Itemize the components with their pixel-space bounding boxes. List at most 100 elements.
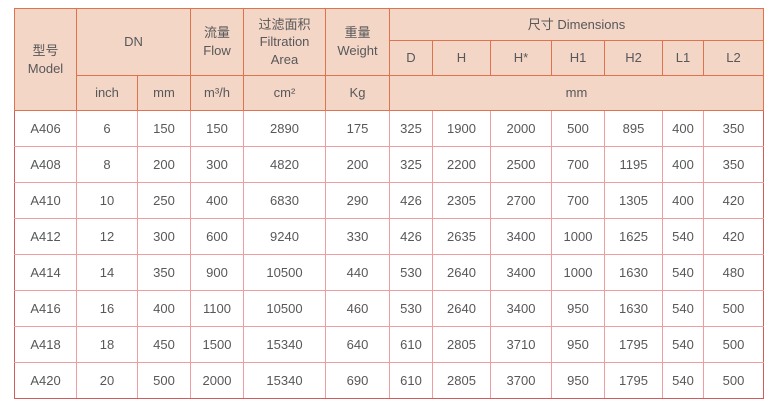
cell-value: 350: [702, 146, 765, 183]
cell-value: 450: [137, 326, 191, 363]
table-row: A414 14 350 900 10500 440 530 2640 3400 1000 1630 5…: [14, 254, 765, 291]
spec-table: 型号 Model DN 流量 Flow 过滤面积 Filtration Area…: [14, 8, 765, 399]
header-dim-h1: H1: [551, 40, 605, 76]
cell-value: 325: [389, 110, 433, 147]
cell-value: 3400: [490, 218, 552, 255]
cell-value: 700: [551, 146, 605, 183]
cell-value: 290: [325, 182, 390, 219]
cell-value: 600: [190, 218, 244, 255]
cell-value: 3710: [490, 326, 552, 363]
cell-value: 12: [76, 218, 138, 255]
table-header: 型号 Model DN 流量 Flow 过滤面积 Filtration Area…: [14, 8, 765, 111]
cell-value: 420: [702, 182, 765, 219]
cell-value: 150: [137, 110, 191, 147]
cell-value: 15340: [243, 326, 326, 363]
header-flow: 流量 Flow: [190, 8, 244, 76]
cell-value: 6830: [243, 182, 326, 219]
cell-value: 9240: [243, 218, 326, 255]
header-filtration-area: 过滤面积 Filtration Area: [243, 8, 326, 76]
table-row: A412 12 300 600 9240 330 426 2635 3400 1000 1625 54…: [14, 218, 765, 255]
cell-value: 8: [76, 146, 138, 183]
cell-value: 2700: [490, 182, 552, 219]
cell-model: A420: [14, 362, 77, 399]
cell-value: 20: [76, 362, 138, 399]
cell-value: 1900: [432, 110, 491, 147]
cell-model: A414: [14, 254, 77, 291]
cell-value: 400: [190, 182, 244, 219]
cell-value: 14: [76, 254, 138, 291]
cell-value: 2805: [432, 362, 491, 399]
cell-value: 500: [137, 362, 191, 399]
cell-value: 500: [702, 290, 765, 327]
cell-model: A410: [14, 182, 77, 219]
cell-value: 18: [76, 326, 138, 363]
cell-value: 480: [702, 254, 765, 291]
cell-value: 400: [662, 110, 704, 147]
table-row: A420 20 500 2000 15340 690 610 2805 3700 950 1795 5…: [14, 362, 765, 399]
cell-value: 900: [190, 254, 244, 291]
cell-value: 300: [190, 146, 244, 183]
header-weight: 重量 Weight: [325, 8, 390, 76]
cell-value: 500: [702, 326, 765, 363]
cell-value: 325: [389, 146, 433, 183]
cell-value: 690: [325, 362, 390, 399]
header-dim-h: H: [432, 40, 491, 76]
cell-value: 10: [76, 182, 138, 219]
cell-value: 540: [662, 254, 704, 291]
cell-value: 200: [137, 146, 191, 183]
table-row: A416 16 400 1100 10500 460 530 2640 3400 950 1630 5…: [14, 290, 765, 327]
cell-value: 1630: [604, 254, 663, 291]
header-dn: DN: [76, 8, 191, 76]
cell-value: 15340: [243, 362, 326, 399]
cell-value: 1000: [551, 218, 605, 255]
unit-flow: m³/h: [190, 75, 244, 111]
cell-value: 400: [137, 290, 191, 327]
cell-value: 610: [389, 362, 433, 399]
cell-value: 610: [389, 326, 433, 363]
table-row: A406 6 150 150 2890 175 325 1900 2000 500 895 400 35…: [14, 110, 765, 147]
header-row-units: inch mm m³/h cm² Kg mm: [15, 75, 765, 111]
cell-value: 330: [325, 218, 390, 255]
cell-value: 250: [137, 182, 191, 219]
cell-value: 2890: [243, 110, 326, 147]
cell-value: 16: [76, 290, 138, 327]
cell-value: 10500: [243, 254, 326, 291]
cell-model: A418: [14, 326, 77, 363]
cell-value: 2500: [490, 146, 552, 183]
unit-dimensions: mm: [388, 75, 765, 111]
cell-value: 950: [551, 362, 605, 399]
cell-value: 175: [325, 110, 390, 147]
unit-mm: mm: [137, 75, 191, 111]
cell-value: 1795: [604, 326, 663, 363]
cell-model: A408: [14, 146, 77, 183]
header-dim-hstar: H*: [490, 40, 552, 76]
cell-value: 300: [137, 218, 191, 255]
cell-value: 4820: [243, 146, 326, 183]
cell-value: 2635: [432, 218, 491, 255]
cell-value: 950: [551, 290, 605, 327]
header-dim-l1: L1: [662, 40, 704, 76]
cell-value: 540: [662, 290, 704, 327]
cell-value: 6: [76, 110, 138, 147]
cell-value: 400: [662, 182, 704, 219]
cell-value: 400: [662, 146, 704, 183]
cell-value: 640: [325, 326, 390, 363]
cell-value: 895: [604, 110, 663, 147]
cell-value: 426: [389, 218, 433, 255]
cell-value: 150: [190, 110, 244, 147]
cell-value: 3400: [490, 254, 552, 291]
cell-model: A412: [14, 218, 77, 255]
cell-value: 2000: [190, 362, 244, 399]
cell-value: 200: [325, 146, 390, 183]
cell-value: 350: [702, 110, 765, 147]
header-dim-h2: H2: [604, 40, 663, 76]
header-row-dims: D H H* H1 H2 L1 L2: [15, 40, 765, 76]
cell-value: 500: [551, 110, 605, 147]
cell-value: 2305: [432, 182, 491, 219]
cell-value: 3400: [490, 290, 552, 327]
unit-area: cm²: [243, 75, 326, 111]
cell-value: 1305: [604, 182, 663, 219]
cell-value: 2805: [432, 326, 491, 363]
cell-value: 540: [662, 218, 704, 255]
